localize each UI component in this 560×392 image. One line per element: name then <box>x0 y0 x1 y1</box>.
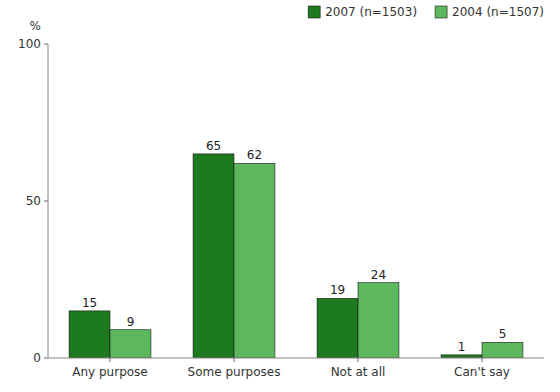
y-tick <box>44 201 48 202</box>
x-tick <box>482 358 483 362</box>
legend-swatch <box>308 6 320 18</box>
y-tick-label: 0 <box>33 351 41 365</box>
data-label: 65 <box>206 139 221 153</box>
x-tick-label: Not at all <box>331 365 386 379</box>
bar <box>317 298 358 358</box>
x-tick <box>358 358 359 362</box>
data-label: 62 <box>247 148 262 162</box>
y-tick <box>44 358 48 359</box>
legend-label: 2007 (n=1503) <box>325 5 417 19</box>
data-labels: 1565191962245 <box>82 139 506 354</box>
bars <box>69 154 523 358</box>
bar <box>193 154 234 358</box>
y-axis-label: % <box>30 19 41 33</box>
x-tick <box>234 358 235 362</box>
x-axis: Any purpose Some purposes Not at all Can't … <box>48 358 544 379</box>
data-label: 19 <box>330 283 345 297</box>
x-tick-label: Any purpose <box>72 365 147 379</box>
y-axis: 0 50 100 <box>18 37 48 365</box>
data-label: 9 <box>127 315 135 329</box>
chart: 050100%1565191962245Any purposeSome purp… <box>0 0 560 392</box>
data-label: 15 <box>82 296 97 310</box>
bar <box>234 163 275 358</box>
data-label: 1 <box>458 340 466 354</box>
x-tick-label: Can't say <box>454 365 510 379</box>
x-tick-label: Some purposes <box>188 365 281 379</box>
bar <box>482 342 523 358</box>
y-tick <box>44 44 48 45</box>
legend: 2007 (n=1503) 2004 (n=1507) <box>308 5 544 19</box>
bar <box>358 283 399 358</box>
x-axis-line <box>48 358 544 359</box>
data-label: 24 <box>371 268 386 282</box>
chart-container: 050100%1565191962245Any purposeSome purp… <box>0 0 560 392</box>
bar <box>110 330 151 358</box>
legend-swatch <box>435 6 447 18</box>
legend-label: 2004 (n=1507) <box>452 5 544 19</box>
y-axis-line <box>48 44 49 358</box>
y-tick-label: 100 <box>18 37 41 51</box>
x-tick <box>110 358 111 362</box>
y-tick-label: 50 <box>26 194 41 208</box>
bar <box>69 311 110 358</box>
data-label: 5 <box>499 327 507 341</box>
